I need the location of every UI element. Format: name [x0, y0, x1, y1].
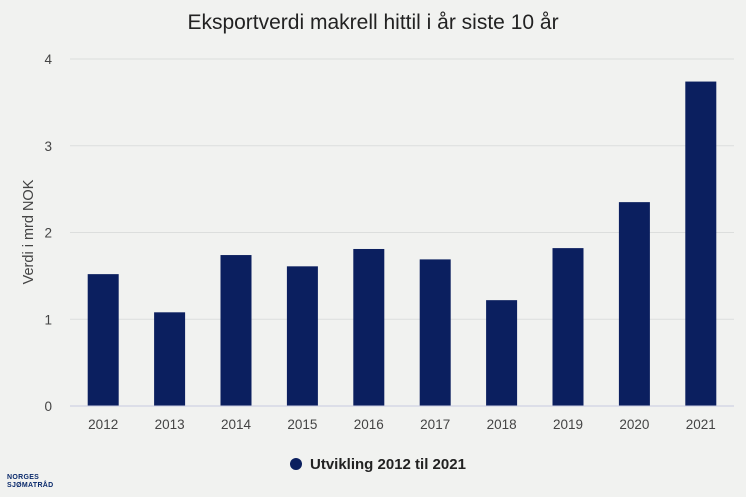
x-tick-label: 2019 — [553, 417, 583, 432]
legend[interactable]: Utvikling 2012 til 2021 — [290, 456, 466, 473]
bar-2018[interactable] — [486, 300, 518, 406]
legend-marker — [290, 458, 302, 470]
x-tick-label: 2020 — [619, 417, 649, 432]
bar-2017[interactable] — [419, 259, 451, 406]
y-tick-label: 4 — [44, 52, 52, 67]
bars — [87, 81, 717, 407]
bar-2015[interactable] — [286, 266, 318, 406]
x-tick-label: 2012 — [88, 417, 118, 432]
bar-2014[interactable] — [220, 255, 252, 406]
x-tick-label: 2021 — [686, 417, 716, 432]
x-tick-labels: 2012 2013 2014 2015 2016 2017 2018 2019 2020 2021 — [88, 417, 716, 432]
x-tick-label: 2014 — [221, 417, 252, 432]
bar-2013[interactable] — [154, 312, 186, 406]
bar-2016[interactable] — [353, 248, 385, 406]
y-axis-label: Verdi i mrd NOK — [21, 179, 37, 284]
logo-line-2: SJØMATRÅD — [7, 482, 54, 489]
y-tick-labels: 0 1 2 3 4 — [44, 52, 52, 414]
bar-2020[interactable] — [618, 202, 650, 406]
logo-line-1: NORGES — [7, 474, 40, 481]
x-tick-label: 2018 — [487, 417, 517, 432]
bar-2021[interactable] — [685, 81, 717, 407]
x-tick-label: 2016 — [354, 417, 384, 432]
norges-sjomatrad-logo: NORGES SJØMATRÅD — [7, 474, 54, 490]
bar-2012[interactable] — [87, 274, 119, 406]
x-tick-label: 2015 — [287, 417, 317, 432]
chart-title: Eksportverdi makrell hittil i år siste 1… — [187, 11, 558, 34]
x-tick-label: 2013 — [155, 417, 185, 432]
x-tick-label: 2017 — [420, 417, 450, 432]
y-tick-label: 0 — [44, 399, 52, 414]
y-tick-label: 3 — [44, 139, 52, 154]
legend-label: Utvikling 2012 til 2021 — [310, 456, 466, 473]
y-tick-label: 2 — [44, 226, 52, 241]
y-tick-label: 1 — [44, 312, 52, 327]
bar-2019[interactable] — [552, 248, 584, 406]
